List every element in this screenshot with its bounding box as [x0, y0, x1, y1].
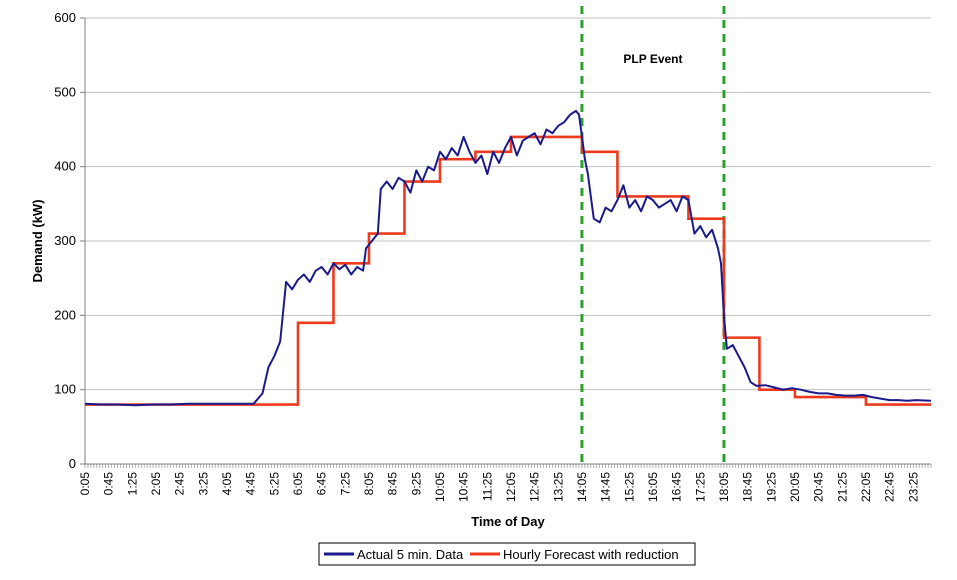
x-tick-label: 6:45 [315, 472, 329, 496]
legend-box [318, 542, 696, 566]
x-tick-label: 19:25 [764, 472, 778, 502]
x-tick-label: 0:45 [102, 472, 116, 496]
x-tick-label: 1:25 [125, 472, 139, 496]
x-tick-label: 4:05 [220, 472, 234, 496]
gridlines [85, 17, 931, 391]
annotation-plp-event: PLP Event [623, 52, 682, 66]
x-tick-label: 22:45 [883, 472, 897, 502]
legend-label-actual: Actual 5 min. Data [357, 547, 464, 562]
y-tick-label: 500 [54, 84, 76, 99]
plot-area: 0 100 200 300 400 500 600 0:05 0:45 1:25 2:05 2:45… [54, 6, 932, 502]
y-tick-label: 100 [54, 382, 76, 397]
x-tick-label: 13:25 [551, 472, 565, 502]
x-tick-label: 18:45 [741, 472, 755, 502]
legend: Actual 5 min. Data Hourly Forecast with … [318, 542, 696, 566]
y-tick-label: 300 [54, 233, 76, 248]
x-tick-label: 10:45 [457, 472, 471, 502]
x-tick-label: 10:05 [433, 472, 447, 502]
x-tick-label: 2:05 [149, 472, 163, 496]
series-group [84, 109, 932, 407]
y-tick-label: 200 [54, 307, 76, 322]
x-tick-label: 12:05 [504, 472, 518, 502]
y-axis-title: Demand (kW) [30, 199, 45, 282]
x-tick-label: 12:45 [528, 472, 542, 502]
x-tick-label: 17:25 [693, 472, 707, 502]
x-tick-label: 22:05 [859, 472, 873, 502]
x-tick-label: 0:05 [78, 472, 92, 496]
x-tick-label: 7:25 [338, 472, 352, 496]
x-axis-title: Time of Day [471, 514, 545, 529]
x-tick-label: 16:45 [670, 472, 684, 502]
x-tick-label: 4:45 [244, 472, 258, 496]
series-actual-line [84, 109, 932, 407]
x-tick-label: 20:05 [788, 472, 802, 502]
x-tick-label: 23:25 [906, 472, 920, 502]
x-tick-label: 3:25 [196, 472, 210, 496]
y-tick-label: 600 [54, 10, 76, 25]
x-tick-label: 15:25 [622, 472, 636, 502]
x-tick-label: 18:05 [717, 472, 731, 502]
x-tick-labels: 0:05 0:45 1:25 2:05 2:45 3:25 4:05 4:45 5:25 6:05… [78, 472, 920, 502]
x-tick-label: 11:25 [480, 472, 494, 501]
y-tick-label: 400 [54, 159, 76, 174]
x-tick-label: 20:45 [812, 472, 826, 502]
y-tick-labels: 0 100 200 300 400 500 600 [54, 10, 85, 471]
y-tick-label: 0 [69, 456, 76, 471]
x-tick-label: 5:25 [267, 472, 281, 496]
legend-label-forecast: Hourly Forecast with reduction [503, 547, 679, 562]
x-tick-label: 8:45 [386, 472, 400, 496]
x-tick-label: 9:25 [409, 472, 423, 496]
x-tick-label: 8:05 [362, 472, 376, 496]
x-tick-label: 6:05 [291, 472, 305, 496]
series-forecast-line [85, 135, 931, 406]
x-tick-label: 21:25 [835, 472, 849, 502]
x-tick-label: 14:45 [599, 472, 613, 502]
x-tick-marks [84, 464, 932, 468]
x-tick-label: 16:05 [646, 472, 660, 502]
x-tick-label: 2:45 [173, 472, 187, 496]
x-tick-label: 14:05 [575, 472, 589, 502]
